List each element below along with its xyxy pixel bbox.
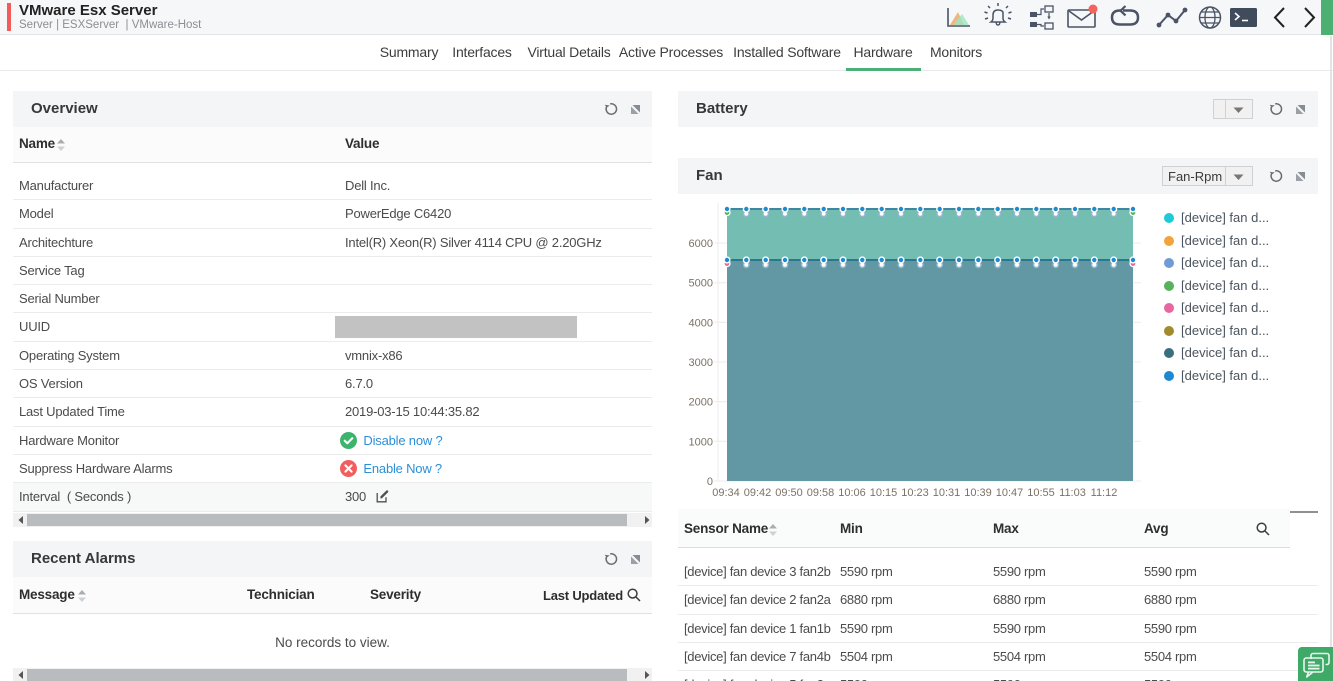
svg-text:09:50: 09:50 bbox=[775, 487, 803, 499]
svg-text:4000: 4000 bbox=[689, 317, 713, 329]
svg-text:11:12: 11:12 bbox=[1091, 487, 1118, 499]
svg-text:10:23: 10:23 bbox=[901, 487, 929, 499]
svg-text:10:15: 10:15 bbox=[870, 487, 898, 499]
svg-text:09:34: 09:34 bbox=[712, 487, 740, 499]
svg-text:11:03: 11:03 bbox=[1059, 487, 1086, 499]
svg-text:10:06: 10:06 bbox=[838, 487, 866, 499]
svg-text:10:31: 10:31 bbox=[933, 487, 961, 499]
svg-text:5000: 5000 bbox=[689, 278, 713, 290]
svg-text:2000: 2000 bbox=[689, 397, 713, 409]
svg-text:6000: 6000 bbox=[689, 238, 713, 250]
svg-text:10:39: 10:39 bbox=[964, 487, 992, 499]
svg-text:10:55: 10:55 bbox=[1027, 487, 1055, 499]
svg-text:10:47: 10:47 bbox=[996, 487, 1024, 499]
svg-text:0: 0 bbox=[707, 476, 713, 488]
svg-text:3000: 3000 bbox=[689, 357, 713, 369]
svg-text:09:42: 09:42 bbox=[744, 487, 772, 499]
svg-text:1000: 1000 bbox=[689, 436, 713, 448]
svg-text:09:58: 09:58 bbox=[807, 487, 835, 499]
